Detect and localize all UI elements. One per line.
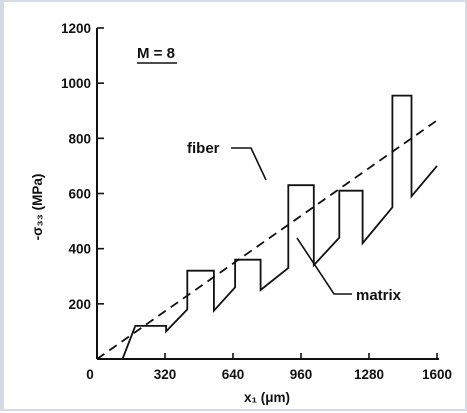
labels-group: M = 8 fiber matrix -σ₃₃ (MPa) x₁ (μm): [30, 45, 402, 405]
y-tick-label: 600: [68, 187, 91, 202]
x-tick-label: 1280: [354, 367, 384, 382]
axes: [96, 28, 439, 360]
y-tick-label: 200: [68, 297, 91, 312]
x-tick-label: 960: [290, 367, 313, 382]
y-tick-label: 400: [68, 242, 91, 257]
y-tick-label: 1000: [61, 76, 91, 91]
x-axis-label: x₁ (μm): [244, 390, 290, 405]
x-tick-label: 640: [222, 367, 245, 382]
series-matrix-line: [96, 119, 438, 360]
matrix-label: matrix: [356, 287, 402, 304]
x-tick-label: 1600: [422, 367, 452, 382]
x-tick-label: 0: [86, 367, 94, 382]
matrix-leader-line: [296, 237, 352, 295]
y-axis-label: -σ₃₃ (MPa): [30, 174, 45, 241]
x-tick-label: 320: [154, 367, 177, 382]
x-ticks: 0 320 640 960 1280 1600: [86, 353, 452, 382]
series-group: [96, 94, 438, 360]
fiber-label: fiber: [187, 140, 220, 157]
y-ticks: 200 400 600 800 1000 1200: [61, 21, 104, 360]
y-tick-label: 800: [68, 131, 91, 146]
y-tick-label: 1200: [61, 21, 91, 36]
annotation-label: M = 8: [137, 45, 175, 62]
series-fiber-line: [121, 94, 438, 360]
chart-svg: 0 320 640 960 1280 1600 20040060080010001200 …: [30, 21, 452, 405]
fiber-leader-line: [231, 147, 267, 181]
